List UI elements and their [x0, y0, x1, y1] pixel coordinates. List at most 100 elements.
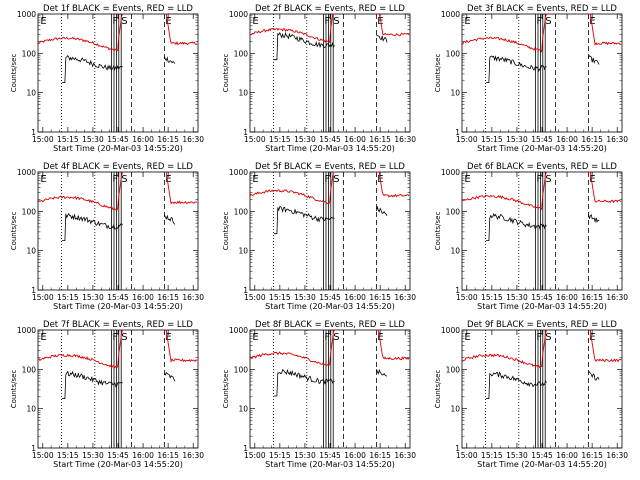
panel-5: Det 5f BLACK = Events, RED = LLD 1 10 100 10…	[222, 162, 416, 311]
x-tick-label: 15:30	[294, 451, 316, 460]
x-tick-label: 16:30	[394, 451, 416, 460]
marker-label: E	[40, 174, 46, 185]
x-tick-label: 16:00	[556, 451, 578, 460]
panel-title: Det 7f BLACK = Events, RED = LLD	[43, 320, 193, 330]
lld-series-line	[37, 171, 124, 212]
marker-label: E	[464, 174, 470, 185]
panel-7: Det 7f BLACK = Events, RED = LLD 1 10 100 10…	[10, 320, 204, 469]
panel-9: Det 9f BLACK = Events, RED = LLD 1 10 100 10…	[434, 320, 628, 469]
marker-label: F	[324, 332, 330, 343]
events-series-line	[164, 214, 176, 225]
panel-title: Det 9f BLACK = Events, RED = LLD	[467, 320, 617, 330]
y-tick-label: 10	[26, 405, 36, 414]
x-tick-label: 16:15	[581, 451, 603, 460]
events-series-line	[62, 370, 123, 399]
y-axis-label: Counts/sec	[10, 370, 18, 409]
x-tick-label: 16:00	[556, 135, 578, 144]
lld-series-line	[376, 329, 410, 361]
marker-label: E	[464, 332, 470, 343]
marker-label: F	[112, 16, 118, 27]
x-tick-label: 15:00	[32, 451, 54, 460]
x-tick-label: 16:00	[132, 293, 154, 302]
events-series-line	[62, 212, 123, 241]
x-tick-label: 15:30	[294, 135, 316, 144]
marker-label: E	[589, 332, 595, 343]
y-tick-label: 1	[455, 128, 460, 137]
x-axis-label: Start Time (20-Mar-03 14:55:20)	[53, 460, 183, 469]
plot-frame	[37, 13, 199, 133]
x-tick-label: 16:15	[369, 293, 391, 302]
marker-label: S	[333, 16, 339, 27]
events-series-line	[274, 206, 335, 235]
x-tick-label: 15:30	[506, 451, 528, 460]
marker-label: F	[536, 332, 542, 343]
x-tick-label: 15:15	[57, 451, 79, 460]
y-tick-label: 10	[450, 405, 460, 414]
plot-frame	[461, 13, 623, 133]
x-tick-label: 15:00	[456, 135, 478, 144]
y-tick-label: 1000	[17, 10, 36, 19]
panel-title: Det 3f BLACK = Events, RED = LLD	[467, 4, 617, 14]
x-tick-label: 15:45	[107, 293, 129, 302]
y-tick-label: 100	[234, 365, 249, 374]
y-axis-label: Counts/sec	[10, 54, 18, 93]
x-tick-label: 15:45	[107, 451, 129, 460]
x-tick-label: 16:30	[394, 293, 416, 302]
lld-series-line	[37, 329, 124, 369]
y-tick-label: 1000	[17, 326, 36, 335]
x-tick-label: 15:00	[32, 293, 54, 302]
lld-series-line	[461, 171, 548, 211]
x-tick-label: 15:30	[506, 293, 528, 302]
y-tick-label: 1	[243, 128, 248, 137]
panel-title: Det 1f BLACK = Events, RED = LLD	[43, 4, 193, 14]
marker-label: F	[112, 174, 118, 185]
marker-label: E	[40, 332, 46, 343]
y-tick-label: 10	[238, 89, 248, 98]
x-tick-label: 15:45	[531, 135, 553, 144]
marker-label: E	[464, 16, 470, 27]
x-tick-label: 15:45	[531, 293, 553, 302]
y-tick-label: 10	[26, 247, 36, 256]
x-tick-label: 16:30	[182, 135, 204, 144]
plot-frame	[37, 329, 199, 449]
marker-label: S	[545, 332, 551, 343]
x-tick-label: 15:30	[82, 135, 104, 144]
x-axis-label: Start Time (20-Mar-03 14:55:20)	[53, 144, 183, 153]
x-tick-label: 15:00	[456, 293, 478, 302]
marker-label: E	[252, 174, 258, 185]
y-tick-label: 1000	[229, 168, 248, 177]
y-axis-label: Counts/sec	[434, 54, 442, 93]
x-tick-label: 16:30	[606, 451, 628, 460]
lld-series-line	[37, 13, 124, 52]
x-tick-label: 15:00	[244, 451, 266, 460]
x-tick-label: 16:30	[182, 293, 204, 302]
lld-series-line	[588, 171, 622, 204]
y-tick-label: 1000	[441, 326, 460, 335]
marker-label: E	[165, 174, 171, 185]
events-series-line	[376, 368, 388, 377]
events-series-line	[486, 371, 547, 399]
y-axis-label: Counts/sec	[222, 370, 230, 409]
plot-frame	[249, 13, 411, 133]
x-tick-label: 16:00	[344, 451, 366, 460]
marker-label: S	[545, 174, 551, 185]
y-tick-label: 1	[31, 444, 36, 453]
panel-title: Det 6f BLACK = Events, RED = LLD	[467, 162, 617, 172]
plot-frame	[461, 329, 623, 449]
events-series-line	[486, 55, 547, 83]
panel-title: Det 5f BLACK = Events, RED = LLD	[255, 162, 405, 172]
x-tick-label: 16:00	[132, 451, 154, 460]
x-tick-label: 15:15	[481, 451, 503, 460]
y-tick-label: 10	[238, 247, 248, 256]
lld-series-line	[376, 171, 410, 198]
marker-label: S	[333, 332, 339, 343]
marker-label: S	[545, 16, 551, 27]
x-tick-label: 15:45	[531, 451, 553, 460]
y-tick-label: 100	[446, 365, 461, 374]
panel-2: Det 2f BLACK = Events, RED = LLD 1 10 100 10…	[222, 4, 416, 153]
x-tick-label: 15:00	[244, 135, 266, 144]
panel-title: Det 2f BLACK = Events, RED = LLD	[255, 4, 405, 14]
y-axis-label: Counts/sec	[222, 54, 230, 93]
y-tick-label: 100	[234, 49, 249, 58]
